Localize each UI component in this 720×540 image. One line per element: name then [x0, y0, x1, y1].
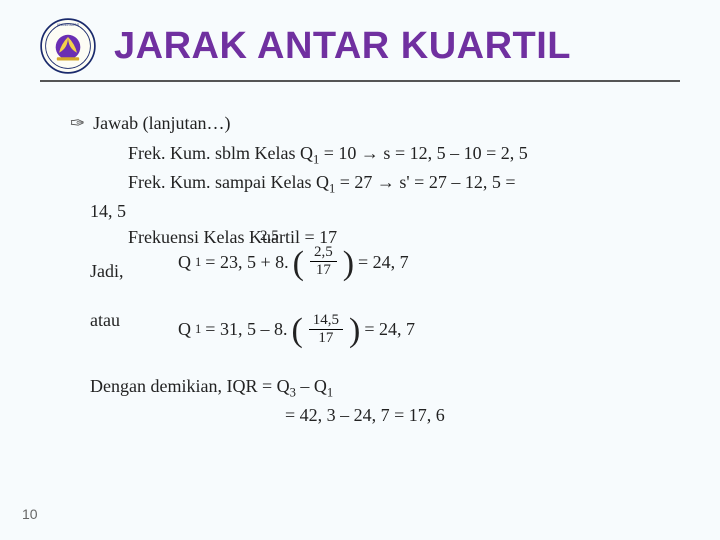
page-number: 10 — [22, 506, 38, 522]
left-paren-icon: ( — [291, 321, 302, 341]
content-body: ✑ Jawab (lanjutan…) Frek. Kum. sblm Kela… — [40, 110, 680, 428]
right-paren-icon: ) — [343, 254, 354, 274]
university-logo: UNIVERSITAS — [40, 18, 96, 74]
iqr-line-2: = 42, 3 – 24, 7 = 17, 6 — [90, 402, 680, 428]
svg-text:UNIVERSITAS: UNIVERSITAS — [57, 23, 80, 27]
formula-2: Q1 = 31, 5 – 8. ( 14,5 17 ) = 24, 7 — [70, 312, 680, 348]
text-line-2: Frek. Kum. sampai Kelas Q1 = 27 → s' = 2… — [70, 169, 680, 198]
header: UNIVERSITAS JARAK ANTAR KUARTIL — [40, 18, 680, 82]
bullet-item: ✑ Jawab (lanjutan…) — [70, 110, 680, 136]
text-line-1: Frek. Kum. sblm Kelas Q1 = 10 → s = 12, … — [70, 140, 680, 169]
text-line-3: 14, 5 — [70, 198, 680, 224]
slide: UNIVERSITAS JARAK ANTAR KUARTIL ✑ Jawab … — [0, 0, 720, 540]
bullet-icon: ✑ — [70, 110, 85, 136]
fraction-2: 14,5 17 — [309, 312, 343, 348]
left-paren-icon: ( — [293, 254, 304, 274]
slide-title: JARAK ANTAR KUARTIL — [114, 25, 571, 68]
iqr-block: Dengan demikian, IQR = Q3 – Q1 = 42, 3 –… — [70, 373, 680, 428]
fraction-1: 2,5 17 — [310, 244, 337, 280]
iqr-line-1: Dengan demikian, IQR = Q3 – Q1 — [90, 373, 680, 402]
formula-1: Q1 = 23, 5 + 8. ( 2,5 17 ) = 24, 7 — [70, 244, 680, 280]
right-paren-icon: ) — [349, 321, 360, 341]
bullet-label: Jawab (lanjutan…) — [93, 110, 230, 136]
atau-block: atau Q1 = 31, 5 – 8. ( 14,5 17 ) = 24, 7 — [70, 307, 680, 347]
jadi-label: Jadi, — [90, 258, 124, 284]
jadi-block: Jadi, Q1 = 23, 5 + 8. ( 2,5 17 ) = 24, 7 — [70, 244, 680, 280]
